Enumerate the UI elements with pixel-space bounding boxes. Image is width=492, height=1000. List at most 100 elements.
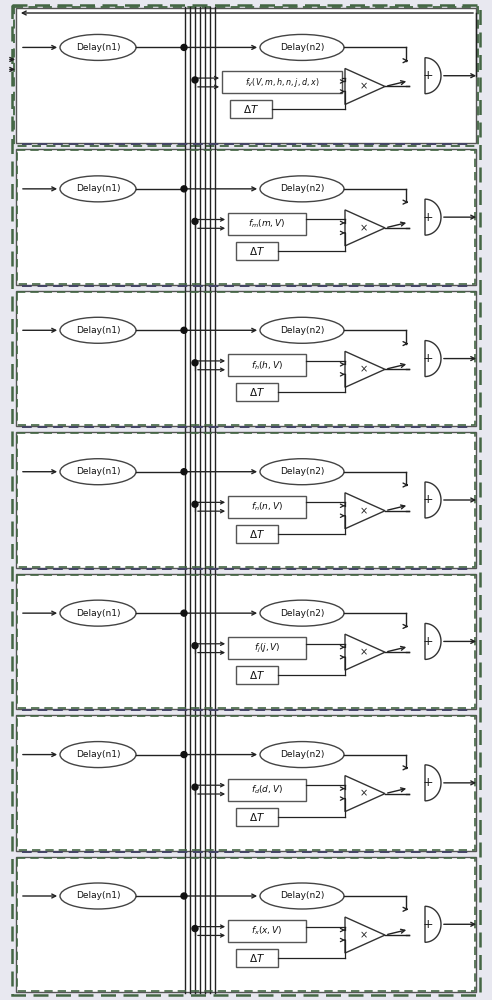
Bar [16,857,476,992]
Text: $\times$: $\times$ [359,930,368,940]
Text: $+$: $+$ [422,493,433,506]
Ellipse shape [260,742,344,768]
Text: Delay(n2): Delay(n2) [280,891,324,900]
Bar [17,575,475,708]
Text: $+$: $+$ [422,69,433,82]
Circle shape [181,469,187,475]
Text: Delay(n2): Delay(n2) [280,43,324,52]
Circle shape [192,643,198,649]
Text: Delay(n1): Delay(n1) [76,891,120,900]
Polygon shape [345,210,385,246]
Circle shape [181,186,187,192]
Circle shape [192,784,198,790]
Text: $f_V(V, m, h, n, j, d, x)$: $f_V(V, m, h, n, j, d, x)$ [245,76,319,89]
Circle shape [181,610,187,616]
Text: Delay(n1): Delay(n1) [76,609,120,618]
Bar [228,637,306,659]
Text: $f_{n}(n, V)$: $f_{n}(n, V)$ [251,501,283,513]
Polygon shape [425,482,441,518]
Bar [222,71,342,93]
Ellipse shape [60,600,136,626]
Text: $\Delta T$: $\Delta T$ [243,103,259,115]
Text: $\times$: $\times$ [359,364,368,375]
Text: Delay(n1): Delay(n1) [76,43,120,52]
Text: $+$: $+$ [422,352,433,365]
Ellipse shape [60,34,136,60]
Ellipse shape [60,459,136,485]
Text: $f_{x}(x, V)$: $f_{x}(x, V)$ [251,925,283,937]
Bar [236,525,278,543]
Bar [16,715,476,851]
Polygon shape [345,351,385,387]
Text: Delay(n2): Delay(n2) [280,467,324,476]
Text: $f_{h}(h, V)$: $f_{h}(h, V)$ [251,359,283,372]
Text: Delay(n2): Delay(n2) [280,750,324,759]
Polygon shape [345,917,385,953]
Ellipse shape [60,176,136,202]
Polygon shape [425,906,441,942]
Bar [228,920,306,942]
Text: $\times$: $\times$ [359,647,368,657]
Polygon shape [425,199,441,235]
Circle shape [181,893,187,899]
Bar [14,7,478,146]
Ellipse shape [60,883,136,909]
Text: Delay(n1): Delay(n1) [76,184,120,193]
Text: $\times$: $\times$ [359,223,368,233]
Polygon shape [425,623,441,659]
Polygon shape [345,634,385,670]
Ellipse shape [260,317,344,343]
Circle shape [192,218,198,224]
Circle shape [181,327,187,333]
Polygon shape [425,58,441,94]
Bar [16,8,476,143]
Bar [236,242,278,260]
Bar [228,354,306,376]
Text: $\times$: $\times$ [359,506,368,516]
Text: Delay(n2): Delay(n2) [280,609,324,618]
Text: $\Delta T$: $\Delta T$ [249,386,265,398]
Ellipse shape [60,742,136,768]
Bar [17,433,475,567]
Text: $f_{d}(d, V)$: $f_{d}(d, V)$ [251,783,283,796]
Text: Delay(n1): Delay(n1) [76,467,120,476]
Bar [16,574,476,709]
Polygon shape [345,493,385,529]
Text: $\Delta T$: $\Delta T$ [249,669,265,681]
Circle shape [192,926,198,932]
Text: $\Delta T$: $\Delta T$ [249,811,265,823]
Text: $f_{m}(m, V)$: $f_{m}(m, V)$ [248,218,286,230]
Text: $+$: $+$ [422,918,433,931]
Ellipse shape [60,317,136,343]
Circle shape [192,501,198,507]
Text: $\times$: $\times$ [359,81,368,92]
Text: $\Delta T$: $\Delta T$ [249,528,265,540]
Text: Delay(n1): Delay(n1) [76,750,120,759]
Bar [17,150,475,284]
Ellipse shape [260,459,344,485]
Bar [16,291,476,426]
Text: $\Delta T$: $\Delta T$ [249,245,265,257]
Bar [236,383,278,401]
Text: $f_{j}(j, V)$: $f_{j}(j, V)$ [254,642,280,655]
Text: $+$: $+$ [422,211,433,224]
Bar [16,432,476,568]
Circle shape [181,752,187,758]
Text: Delay(n2): Delay(n2) [280,184,324,193]
Polygon shape [345,68,385,104]
Ellipse shape [260,883,344,909]
Bar [228,213,306,235]
Text: Delay(n2): Delay(n2) [280,326,324,335]
Bar [228,496,306,518]
Bar [230,100,272,118]
Circle shape [181,44,187,50]
Bar [236,949,278,967]
Text: $\Delta T$: $\Delta T$ [249,952,265,964]
Bar [17,716,475,850]
Ellipse shape [260,34,344,60]
Circle shape [192,360,198,366]
Text: Delay(n1): Delay(n1) [76,326,120,335]
Text: $\times$: $\times$ [359,788,368,799]
Bar [16,149,476,285]
Polygon shape [425,341,441,377]
